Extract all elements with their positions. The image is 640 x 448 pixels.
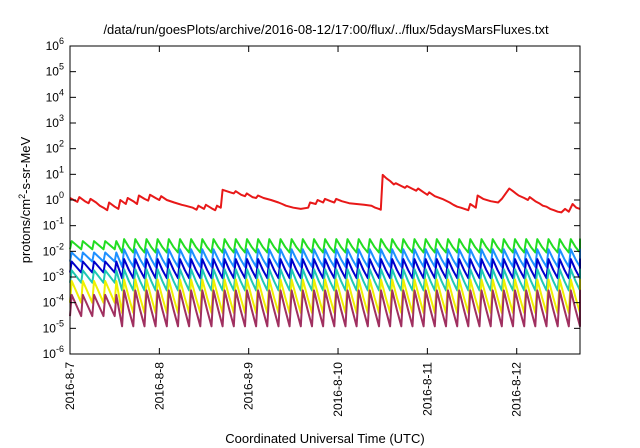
y-tick-label: 104	[46, 87, 64, 104]
x-tick-label: 2016-8-7	[63, 362, 77, 410]
y-tick-base: 10	[43, 296, 57, 310]
y-tick-exponent: 6	[59, 36, 64, 46]
y-tick-label: 100	[46, 190, 64, 207]
flux-series-line	[69, 173, 581, 214]
y-tick-label: 10-2	[43, 241, 64, 258]
y-axis-label-post: -s-sr-MeV	[18, 136, 33, 193]
y-tick-label: 101	[46, 164, 64, 181]
y-tick-base: 10	[43, 347, 57, 361]
y-tick-label: 106	[46, 36, 64, 53]
y-tick-exponent: 5	[59, 62, 64, 72]
x-axis-label: Coordinated Universal Time (UTC)	[225, 431, 424, 446]
x-axis: 2016-8-7 2016-8-8 2016-8-9 2016-8-10 2016-8-…	[63, 46, 524, 417]
y-tick-exponent: -3	[56, 267, 64, 277]
y-tick-exponent: 4	[59, 87, 64, 97]
y-tick-exponent: -2	[56, 241, 64, 251]
x-tick-label: 2016-8-10	[331, 362, 345, 417]
flux-series-line	[69, 248, 581, 268]
y-axis-label-pre: protons/cm	[18, 199, 33, 263]
x-tick-label: 2016-8-12	[510, 362, 524, 417]
y-tick-base: 10	[43, 244, 57, 258]
y-tick-exponent: 0	[59, 190, 64, 200]
y-tick-exponent: 3	[59, 113, 64, 123]
y-tick-exponent: 1	[59, 164, 64, 174]
flux-series-line	[69, 258, 581, 280]
y-tick-exponent: -4	[56, 293, 64, 303]
y-tick-label: 10-1	[43, 216, 64, 233]
y-tick-exponent: 2	[59, 139, 64, 149]
y-tick-base: 10	[46, 142, 60, 156]
y-tick-label: 105	[46, 62, 64, 79]
y-axis: 10-610-510-410-310-210-11001011021031041…	[43, 36, 580, 361]
y-axis-label: protons/cm2-s-sr-MeV	[17, 136, 33, 263]
y-axis-label-sup: 2	[17, 194, 27, 199]
series-layer	[69, 173, 581, 328]
chart-title: /data/run/goesPlots/archive/2016-08-12/1…	[103, 22, 549, 37]
y-tick-label: 102	[46, 139, 64, 156]
y-tick-base: 10	[46, 193, 60, 207]
x-tick-label: 2016-8-9	[242, 362, 256, 410]
y-tick-base: 10	[43, 321, 57, 335]
x-tick-label: 2016-8-8	[152, 362, 166, 410]
y-tick-base: 10	[46, 167, 60, 181]
flux-series-line	[69, 289, 581, 328]
y-tick-label: 10-3	[43, 267, 64, 284]
y-tick-label: 10-4	[43, 293, 64, 310]
y-tick-base: 10	[43, 219, 57, 233]
y-tick-label: 10-5	[43, 318, 64, 335]
y-tick-base: 10	[43, 270, 57, 284]
y-tick-base: 10	[46, 39, 60, 53]
y-tick-exponent: -6	[56, 344, 64, 354]
y-tick-base: 10	[46, 116, 60, 130]
y-tick-label: 10-6	[43, 344, 64, 361]
y-tick-exponent: -1	[56, 216, 64, 226]
y-tick-exponent: -5	[56, 318, 64, 328]
y-tick-base: 10	[46, 65, 60, 79]
flux-series-line	[69, 238, 581, 254]
y-tick-base: 10	[46, 90, 60, 104]
x-tick-label: 2016-8-11	[420, 362, 434, 416]
y-tick-label: 103	[46, 113, 64, 130]
